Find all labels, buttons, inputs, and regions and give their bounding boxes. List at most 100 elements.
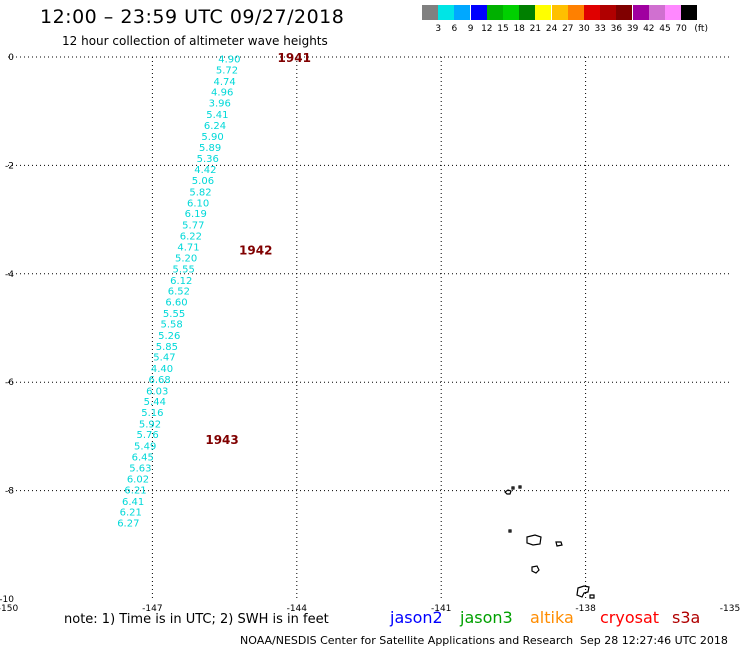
wave-height-label: 6.24	[204, 121, 226, 132]
wave-height-label: 6.41	[122, 497, 144, 508]
color-legend-label: 36	[610, 24, 623, 34]
map-subtitle: 12 hour collection of altimeter wave hei…	[62, 34, 328, 48]
satellite-jason2: jason2	[390, 608, 443, 627]
color-legend-label: 45	[659, 24, 671, 34]
lon-tick-label: -144	[287, 604, 308, 614]
wave-height-label: 6.02	[127, 475, 149, 486]
note-text: note: 1) Time is in UTC; 2) SWH is in fe…	[64, 612, 329, 627]
wave-height-label: 5.36	[197, 154, 219, 165]
color-legend-label: 70	[675, 24, 687, 34]
color-legend-label: 6	[451, 24, 458, 34]
credit-text: NOAA/NESDIS Center for Satellite Applica…	[240, 634, 574, 647]
lon-tick-label: -135	[720, 604, 740, 614]
wave-height-label: 5.55	[163, 309, 185, 320]
satellite-jason3: jason3	[460, 608, 513, 627]
color-swatch	[486, 5, 503, 20]
wave-height-label: 6.27	[117, 519, 139, 530]
color-legend-label: 3	[435, 24, 442, 34]
color-legend-label: 30	[578, 24, 590, 34]
wave-height-label: 6.12	[170, 276, 192, 287]
color-swatch	[519, 5, 536, 20]
wave-height-label: 5.58	[161, 320, 183, 331]
color-swatch	[632, 5, 649, 20]
wave-height-label: 5.55	[173, 264, 195, 275]
color-swatch	[584, 5, 600, 20]
satellite-altika: altika	[530, 608, 574, 627]
color-legend-label: 27	[562, 24, 574, 34]
wave-height-label: 5.77	[182, 220, 204, 231]
footer-timestamp: Sep 28 12:27:46 UTC 2018	[580, 634, 728, 647]
lat-tick-label: -10	[0, 595, 14, 605]
wave-height-label: 5.49	[134, 442, 156, 453]
island-outline	[511, 486, 515, 490]
lat-tick-label: -4	[5, 270, 14, 280]
wave-height-label: 4.90	[218, 55, 240, 66]
wave-height-label: 5.06	[192, 176, 214, 187]
lat-tick-label: -8	[5, 487, 14, 497]
color-swatch	[616, 5, 633, 20]
color-swatch	[665, 5, 681, 20]
color-swatch	[600, 5, 617, 20]
color-legend-label: 12	[481, 24, 493, 34]
color-legend-label: 24	[545, 24, 558, 34]
island-outline	[531, 565, 540, 574]
wave-height-label: 5.72	[216, 65, 238, 76]
island-outline	[555, 541, 563, 547]
island-outline	[576, 585, 590, 598]
wave-height-label: 5.76	[136, 430, 158, 441]
wave-height-label: 4.42	[194, 165, 216, 176]
island-outline	[518, 485, 522, 489]
lon-tick-label: -138	[575, 604, 596, 614]
island-outline	[589, 594, 595, 599]
color-swatch	[535, 5, 552, 20]
lat-tick-label: 0	[8, 53, 14, 63]
wave-height-label: 5.26	[158, 331, 180, 342]
color-legend-label: 39	[626, 24, 639, 34]
wave-height-label: 6.19	[185, 209, 207, 220]
wave-height-label: 6.22	[180, 231, 202, 242]
color-legend-label: 15	[497, 24, 509, 34]
map-title: 12:00 – 23:59 UTC 09/27/2018	[40, 6, 345, 28]
wave-height-label: 5.85	[156, 342, 178, 353]
color-swatch	[454, 5, 471, 20]
island-outline	[526, 534, 542, 546]
wave-height-label: 4.71	[177, 243, 199, 254]
wave-height-label: 6.10	[187, 198, 209, 209]
color-swatch	[681, 5, 698, 20]
lon-tick-label: -141	[431, 604, 451, 614]
wave-height-label: 5.16	[141, 408, 163, 419]
wave-height-label: 4.74	[213, 77, 235, 88]
color-legend-label: 18	[513, 24, 525, 34]
wave-height-label: 5.41	[206, 110, 228, 121]
wave-height-label: 6.21	[120, 508, 142, 519]
wave-height-label: 5.47	[153, 353, 175, 364]
color-legend-label: 9	[467, 24, 474, 34]
wave-height-label: 4.40	[151, 364, 173, 375]
island-outline	[508, 529, 512, 533]
wave-height-label: 6.03	[146, 386, 168, 397]
pass-label: 1942	[239, 243, 272, 257]
wave-height-label: 5.82	[189, 187, 211, 198]
color-legend-label: 42	[643, 24, 655, 34]
wave-height-label: 5.90	[201, 132, 223, 143]
wave-height-label: 6.52	[168, 287, 190, 298]
satellite-cryosat: cryosat	[600, 608, 660, 627]
lat-tick-label: -6	[5, 378, 14, 388]
wave-height-label: 5.92	[139, 419, 161, 430]
wave-height-label: 5.20	[175, 254, 197, 265]
wave-height-label: 5.63	[129, 463, 151, 474]
color-swatch	[551, 5, 568, 20]
color-legend-label: 21	[529, 24, 542, 34]
lon-tick-label: -147	[142, 604, 162, 614]
wave-height-label: 6.21	[124, 486, 146, 497]
color-legend-label: 33	[594, 24, 606, 34]
island-outline	[504, 489, 512, 495]
satellite-s3a: s3a	[672, 608, 701, 627]
color-swatch	[503, 5, 519, 20]
wave-height-label: 4.96	[211, 88, 233, 99]
lon-tick-label: -150	[0, 604, 18, 614]
color-swatch	[648, 5, 665, 20]
wave-height-label: 3.96	[209, 99, 231, 110]
wave-height-label: 6.60	[165, 297, 187, 308]
